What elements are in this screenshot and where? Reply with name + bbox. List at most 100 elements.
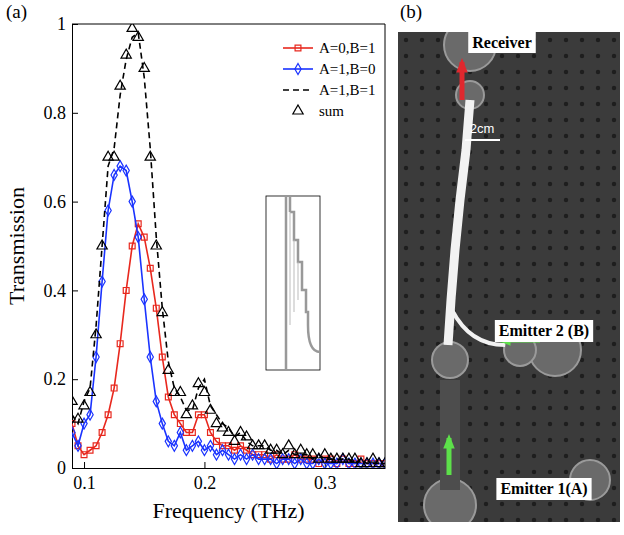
peg-hole <box>404 390 408 394</box>
peg-hole <box>532 230 536 234</box>
peg-hole <box>404 326 408 330</box>
peg-hole <box>436 182 440 186</box>
peg-hole <box>404 374 408 378</box>
data-point <box>183 445 189 456</box>
peg-hole <box>612 262 616 266</box>
peg-hole <box>420 118 424 122</box>
peg-hole <box>548 518 552 522</box>
data-point <box>208 430 214 436</box>
peg-hole <box>468 294 472 298</box>
peg-hole <box>436 150 440 154</box>
legend-line <box>283 89 313 91</box>
peg-hole <box>484 470 488 474</box>
inset-waveguide <box>286 196 320 370</box>
peg-hole <box>548 390 552 394</box>
peg-hole <box>516 54 520 58</box>
peg-hole <box>484 70 488 74</box>
peg-hole <box>612 342 616 346</box>
peg-hole <box>500 358 504 362</box>
y-tick-label: 0.2 <box>44 369 67 389</box>
peg-hole <box>404 406 408 410</box>
data-point <box>123 165 129 176</box>
peg-hole <box>516 454 520 458</box>
y-axis-title: Transmission <box>4 187 29 305</box>
peg-hole <box>532 406 536 410</box>
peg-hole <box>532 310 536 314</box>
peg-hole <box>580 70 584 74</box>
peg-hole <box>500 390 504 394</box>
x-tick-mark <box>204 462 205 468</box>
peg-hole <box>548 422 552 426</box>
y-tick-label: 1 <box>57 14 66 34</box>
peg-hole <box>436 310 440 314</box>
peg-hole <box>564 54 568 58</box>
peg-hole <box>452 150 456 154</box>
data-point <box>171 440 177 451</box>
y-tick: 1 <box>57 14 78 34</box>
peg-hole <box>516 230 520 234</box>
peg-hole <box>612 86 616 90</box>
peg-hole <box>564 294 568 298</box>
peg-hole <box>404 134 408 138</box>
peg-hole <box>596 390 600 394</box>
peg-hole <box>452 118 456 122</box>
peg-hole <box>532 294 536 298</box>
peg-hole <box>532 278 536 282</box>
peg-hole <box>404 150 408 154</box>
data-point <box>159 418 165 429</box>
data-point <box>159 354 165 360</box>
peg-hole <box>516 86 520 90</box>
peg-hole <box>484 182 488 186</box>
peg-hole <box>596 358 600 362</box>
peg-hole <box>404 118 408 122</box>
x-tick: 0.2 <box>194 462 217 493</box>
peg-hole <box>548 214 552 218</box>
data-point <box>153 396 159 407</box>
peg-hole <box>484 278 488 282</box>
peg-hole <box>580 406 584 410</box>
photo-labels: ReceiverEmitter 2 (B)Emitter 1(A)2cm <box>468 32 593 500</box>
data-point <box>97 240 107 249</box>
peg-hole <box>468 262 472 266</box>
data-point <box>147 265 153 271</box>
peg-hole <box>564 86 568 90</box>
peg-hole <box>596 278 600 282</box>
peg-hole <box>500 134 504 138</box>
peg-hole <box>532 134 536 138</box>
peg-hole <box>548 310 552 314</box>
peg-hole <box>580 166 584 170</box>
peg-hole <box>596 182 600 186</box>
peg-hole <box>516 278 520 282</box>
peg-hole <box>564 278 568 282</box>
peg-hole <box>612 470 616 474</box>
peg-hole <box>548 102 552 106</box>
peg-hole <box>612 438 616 442</box>
panel-label: (b) <box>400 1 422 23</box>
peg-hole <box>612 358 616 362</box>
data-point <box>205 404 215 413</box>
label-patch <box>496 478 591 500</box>
peg-hole <box>548 262 552 266</box>
peg-hole <box>612 246 616 250</box>
peg-hole <box>404 102 408 106</box>
peg-hole <box>420 358 424 362</box>
peg-hole <box>516 422 520 426</box>
data-point <box>147 352 153 363</box>
peg-hole <box>580 38 584 42</box>
peg-hole <box>612 102 616 106</box>
peg-hole <box>452 166 456 170</box>
peg-hole <box>484 486 488 490</box>
peg-hole <box>484 166 488 170</box>
peg-hole <box>516 406 520 410</box>
data-point <box>237 449 243 460</box>
data-point <box>165 436 171 447</box>
peg-hole <box>532 86 536 90</box>
peg-hole <box>580 518 584 522</box>
peg-hole <box>436 230 440 234</box>
peg-hole <box>596 294 600 298</box>
peg-hole <box>612 214 616 218</box>
peg-hole <box>404 278 408 282</box>
y-tick: 0.4 <box>44 281 79 301</box>
peg-hole <box>484 374 488 378</box>
peg-hole <box>580 438 584 442</box>
